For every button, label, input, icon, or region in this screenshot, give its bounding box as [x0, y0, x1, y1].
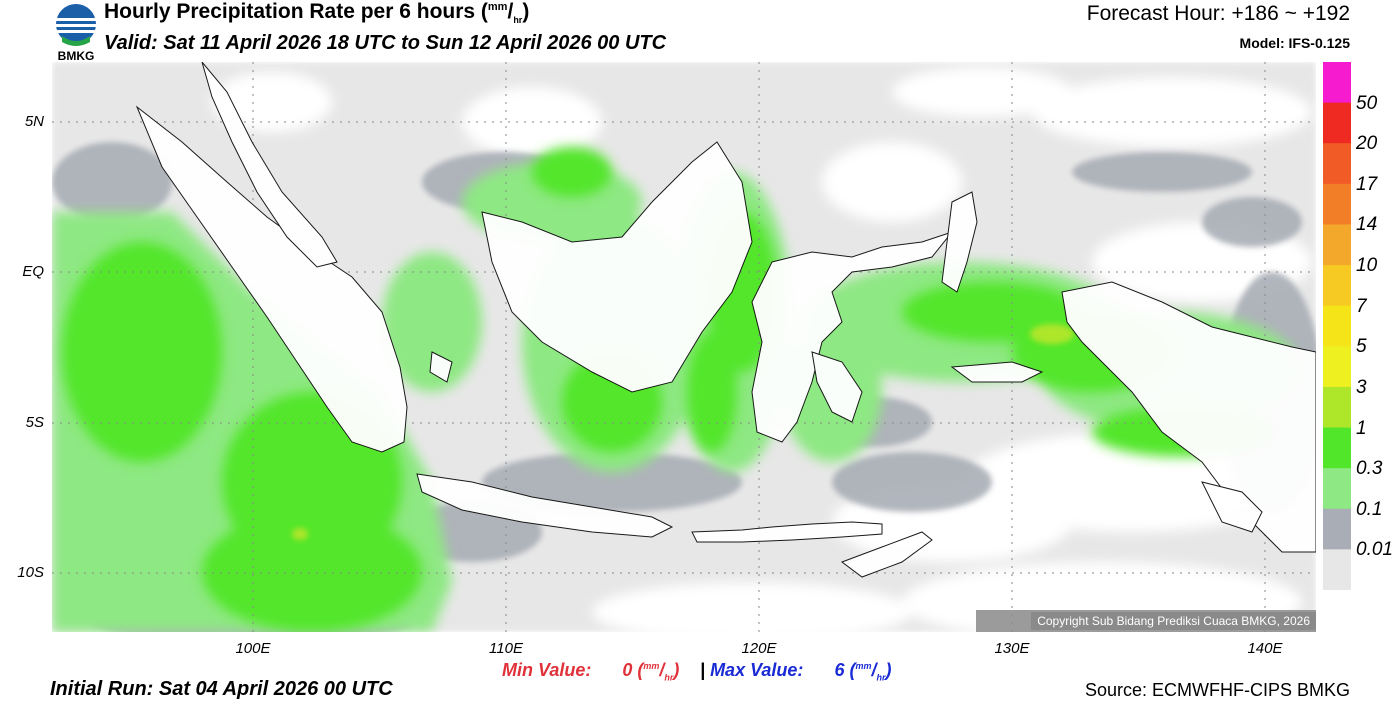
papua-land	[1061, 281, 1316, 553]
colorbar-swatch	[1323, 102, 1351, 144]
colorbar-swatch	[1323, 62, 1351, 104]
lat-label-5s: 5S	[25, 414, 44, 431]
max-unit-sub: hr	[876, 672, 886, 683]
lon-label-120e: 120E	[741, 640, 777, 657]
colorbar-tick-label: 50	[1356, 92, 1378, 114]
colorbar-swatch	[1323, 549, 1351, 590]
colorbar-swatch	[1323, 143, 1351, 185]
min-unit-sup: mm	[643, 661, 660, 671]
chart-title: Hourly Precipitation Rate per 6 hours (m…	[104, 0, 529, 25]
bangka-land	[429, 351, 453, 383]
lat-label-eq: EQ	[22, 263, 44, 280]
lon-label-110e: 110E	[489, 640, 523, 657]
max-value-block: | Max Value: 6 (mm/hr)	[700, 660, 892, 683]
title-close: )	[522, 0, 530, 23]
seram-land	[950, 361, 1044, 383]
sulawesi-land	[751, 230, 954, 443]
precipitation-map	[52, 62, 1316, 632]
max-unit-slash: /	[871, 660, 877, 680]
logo-text: BMKG	[58, 49, 95, 62]
min-unit-sub: hr	[664, 672, 674, 683]
min-value-block: Min Value: 0 (mm/hr)	[502, 660, 680, 683]
papua-south-land	[1201, 481, 1263, 533]
lon-label-100e: 100E	[235, 640, 271, 657]
title-unit-slash: /	[507, 0, 514, 23]
colorbar-tick-label: 1	[1356, 417, 1367, 439]
java-land	[416, 473, 674, 538]
max-value-label: Max Value:	[710, 660, 804, 680]
colorbar-tick-label: 3	[1356, 376, 1367, 398]
colorbar-swatch	[1323, 427, 1351, 469]
lon-label-140e: 140E	[1247, 640, 1283, 657]
lat-label-10s: 10S	[17, 564, 44, 581]
data-source: Source: ECMWFHF-CIPS BMKG	[1084, 680, 1350, 700]
colorbar-tick-label: 0.1	[1356, 498, 1383, 520]
colorbar-tick-label: 7	[1356, 295, 1367, 317]
model-name: Model: IFS-0.125	[1239, 35, 1350, 51]
max-unit-sup: mm	[855, 661, 872, 671]
colorbar-tick-label: 5	[1356, 336, 1367, 358]
bmkg-logo: BMKG	[52, 2, 100, 63]
title-text: Hourly Precipitation Rate per 6 hours (	[104, 0, 488, 23]
precip-3-layer	[292, 324, 1074, 540]
malay-peninsula-land	[201, 62, 338, 268]
initial-run: Initial Run: Sat 04 April 2026 00 UTC	[50, 678, 393, 700]
title-unit-sup: mm	[487, 1, 508, 13]
sumatra-land	[135, 105, 408, 453]
min-unit-slash: /	[659, 660, 665, 680]
min-value-label: Min Value:	[502, 660, 592, 680]
copyright-notice: Copyright Sub Bidang Prediksi Cuaca BMKG…	[1031, 612, 1316, 630]
forecast-hour: Forecast Hour: +186 ~ +192	[1086, 2, 1350, 25]
sulawesi-southeast-land	[811, 351, 863, 423]
colorbar-swatch	[1323, 183, 1351, 225]
land-outlines	[135, 62, 1316, 578]
colorbar-swatch	[1323, 508, 1351, 550]
lat-label-5n: 5N	[24, 113, 44, 130]
nusa-tenggara-land	[691, 521, 883, 543]
lon-label-130e: 130E	[994, 640, 1030, 657]
colorbar-tick-label: 14	[1356, 214, 1378, 236]
valid-time: Valid: Sat 11 April 2026 18 UTC to Sun 1…	[104, 32, 667, 54]
colorbar-swatch	[1323, 386, 1351, 429]
colorbar-swatch	[1323, 224, 1351, 266]
colorbar-tick-label: 17	[1356, 173, 1378, 195]
title-unit-sub: hr	[513, 15, 523, 26]
max-value: 6	[834, 660, 845, 680]
timor-land	[840, 531, 933, 578]
separator: |	[700, 660, 706, 680]
colorbar-swatch	[1323, 265, 1351, 307]
colorbar-swatch	[1323, 468, 1351, 510]
colorbar-tick-label: 20	[1356, 133, 1378, 155]
borneo-land	[481, 141, 753, 393]
colorbar	[1323, 62, 1351, 590]
min-value: 0	[622, 660, 633, 680]
halmahera-land	[941, 191, 978, 293]
colorbar-swatch	[1323, 346, 1351, 388]
colorbar-swatch	[1323, 305, 1351, 347]
colorbar-tick-label: 0.01	[1356, 539, 1393, 561]
colorbar-tick-label: 0.3	[1356, 458, 1383, 480]
colorbar-tick-label: 10	[1356, 255, 1378, 277]
